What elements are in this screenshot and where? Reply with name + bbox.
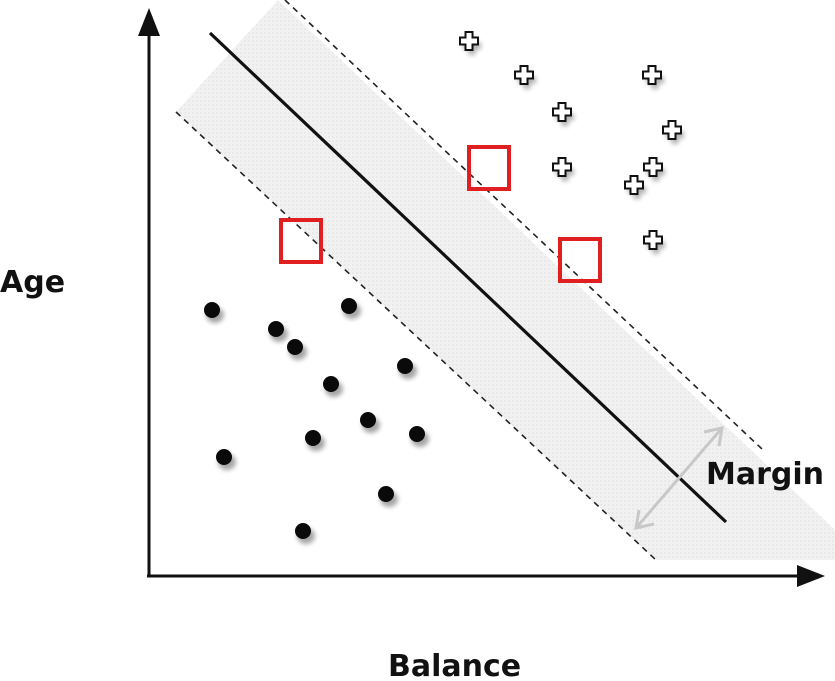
- positive-point: [662, 120, 684, 144]
- negative-point: [295, 523, 315, 544]
- support-vector-box: [467, 145, 511, 191]
- positive-point: [643, 230, 665, 254]
- margin-arrow: [634, 426, 724, 530]
- negative-point: [323, 376, 343, 397]
- positive-point: [552, 157, 574, 181]
- x-axis-label: Balance: [388, 649, 521, 681]
- negative-point: [409, 426, 429, 447]
- positive-point: [552, 102, 574, 126]
- negative-point: [204, 302, 224, 323]
- negative-point: [287, 339, 307, 360]
- separating-hyperplane: [208, 31, 728, 524]
- negative-point: [397, 358, 417, 379]
- y-axis: [138, 8, 160, 576]
- margin-label: Margin: [706, 457, 824, 492]
- positive-class-points: [459, 31, 684, 254]
- negative-point: [216, 449, 236, 470]
- positive-point: [459, 31, 481, 55]
- margin-band: [176, 0, 835, 560]
- negative-point: [378, 486, 398, 507]
- negative-point: [305, 430, 325, 451]
- support-vector-box: [558, 237, 602, 283]
- positive-point: [642, 65, 664, 89]
- negative-class-points: [204, 298, 429, 544]
- negative-point: [268, 321, 288, 342]
- x-axis: [147, 565, 825, 587]
- positive-point: [624, 175, 646, 199]
- negative-point: [360, 412, 380, 433]
- support-vector-box: [279, 218, 323, 264]
- y-axis-label: Age: [0, 265, 65, 300]
- negative-point: [341, 298, 361, 319]
- positive-point: [643, 157, 665, 181]
- positive-point: [514, 65, 536, 89]
- support-vector-highlights: [279, 145, 602, 283]
